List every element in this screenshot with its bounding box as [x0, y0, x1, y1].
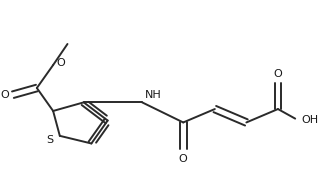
Text: OH: OH [301, 115, 318, 125]
Text: S: S [47, 135, 54, 145]
Text: NH: NH [145, 90, 162, 100]
Text: O: O [56, 58, 65, 68]
Text: O: O [273, 69, 282, 79]
Text: O: O [0, 90, 9, 100]
Text: O: O [179, 154, 188, 164]
